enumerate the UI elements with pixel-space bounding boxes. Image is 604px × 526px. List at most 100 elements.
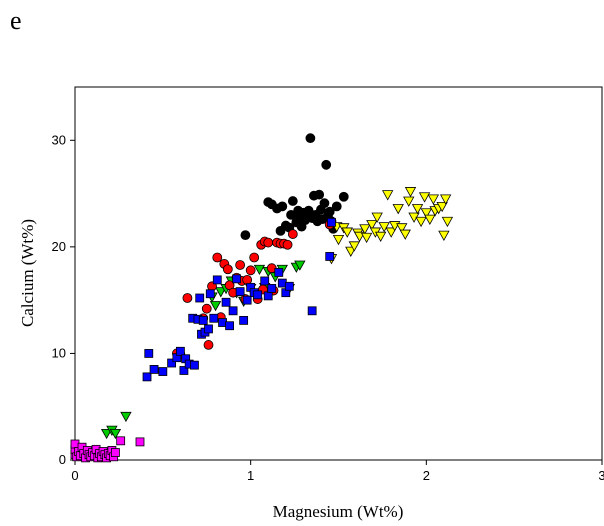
data-point (116, 436, 126, 446)
data-point (245, 265, 256, 276)
data-point (305, 133, 316, 144)
data-point (411, 204, 424, 215)
data-points (70, 133, 454, 463)
data-point (385, 227, 397, 238)
panel-label: e (10, 6, 22, 35)
data-point (441, 216, 454, 228)
data-point (100, 428, 113, 440)
data-point (190, 360, 199, 370)
data-point (277, 201, 288, 212)
x-tick-label: 3 (598, 468, 604, 483)
data-point (221, 297, 231, 307)
data-point (225, 321, 234, 331)
data-point (319, 198, 330, 209)
data-point (253, 264, 266, 276)
data-point (366, 220, 378, 231)
data-point (205, 289, 215, 299)
data-point (436, 201, 448, 213)
data-point (111, 448, 120, 457)
y-tick-label: 20 (52, 239, 66, 254)
data-point (142, 372, 152, 382)
data-point (374, 231, 387, 243)
plot-frame (74, 86, 603, 461)
data-point (294, 260, 306, 271)
data-point (198, 315, 208, 325)
data-point (212, 252, 223, 263)
data-point (120, 411, 132, 423)
data-point (235, 287, 245, 297)
x-tick-label: 2 (423, 468, 430, 483)
data-point (371, 212, 383, 223)
data-point (348, 241, 360, 252)
data-point (403, 196, 415, 207)
y-axis-title: Calcium (Wt%) (18, 219, 37, 327)
data-point (399, 229, 411, 240)
data-point (438, 230, 450, 241)
data-point (287, 196, 298, 206)
x-axis-title: Magnesium (Wt%) (273, 502, 404, 521)
data-point (359, 224, 371, 235)
data-point (418, 192, 431, 203)
data-point (263, 237, 274, 248)
y-tick-label: 10 (52, 345, 66, 360)
data-point (228, 306, 238, 316)
data-point (204, 324, 213, 334)
data-point (274, 268, 284, 277)
x-tick-label: 1 (247, 468, 254, 483)
data-point (420, 208, 433, 219)
data-point (232, 274, 242, 284)
data-point (242, 295, 252, 305)
data-point (212, 275, 222, 285)
data-point (321, 159, 332, 170)
data-point (378, 222, 390, 233)
data-point (415, 216, 427, 228)
data-point (284, 281, 294, 291)
data-point (324, 206, 335, 217)
data-point (239, 315, 249, 325)
data-point (203, 340, 214, 350)
data-point (338, 191, 349, 202)
data-point (135, 437, 145, 447)
data-point (392, 204, 404, 215)
data-point (341, 227, 353, 238)
data-point (314, 189, 325, 200)
data-point (439, 194, 452, 205)
data-point (332, 234, 345, 246)
data-point (209, 313, 219, 323)
data-point (325, 252, 335, 261)
data-point (109, 428, 122, 440)
data-point (235, 260, 246, 270)
data-point (158, 367, 168, 376)
data-point (240, 230, 251, 241)
data-point (175, 346, 185, 356)
y-tick-label: 30 (52, 132, 66, 147)
data-point (396, 223, 408, 234)
data-point (307, 306, 317, 316)
data-point (249, 252, 260, 263)
data-point (382, 190, 394, 201)
data-point (167, 358, 177, 368)
data-point (404, 187, 417, 198)
data-point (287, 229, 298, 239)
data-point (267, 284, 277, 293)
data-point (260, 276, 270, 286)
data-point (327, 217, 336, 227)
data-point (179, 366, 189, 375)
data-point (149, 365, 159, 374)
y-tick-label: 0 (59, 452, 66, 467)
data-point (201, 303, 212, 314)
data-point (360, 232, 373, 244)
data-point (215, 287, 227, 298)
data-point (144, 349, 154, 358)
data-point (253, 290, 263, 300)
data-point (209, 301, 222, 312)
data-point (182, 293, 193, 303)
x-tick-label: 0 (71, 468, 78, 483)
data-point (195, 293, 205, 303)
data-point (222, 264, 233, 275)
data-point (424, 214, 436, 225)
data-point (427, 194, 440, 205)
data-point (263, 291, 273, 301)
